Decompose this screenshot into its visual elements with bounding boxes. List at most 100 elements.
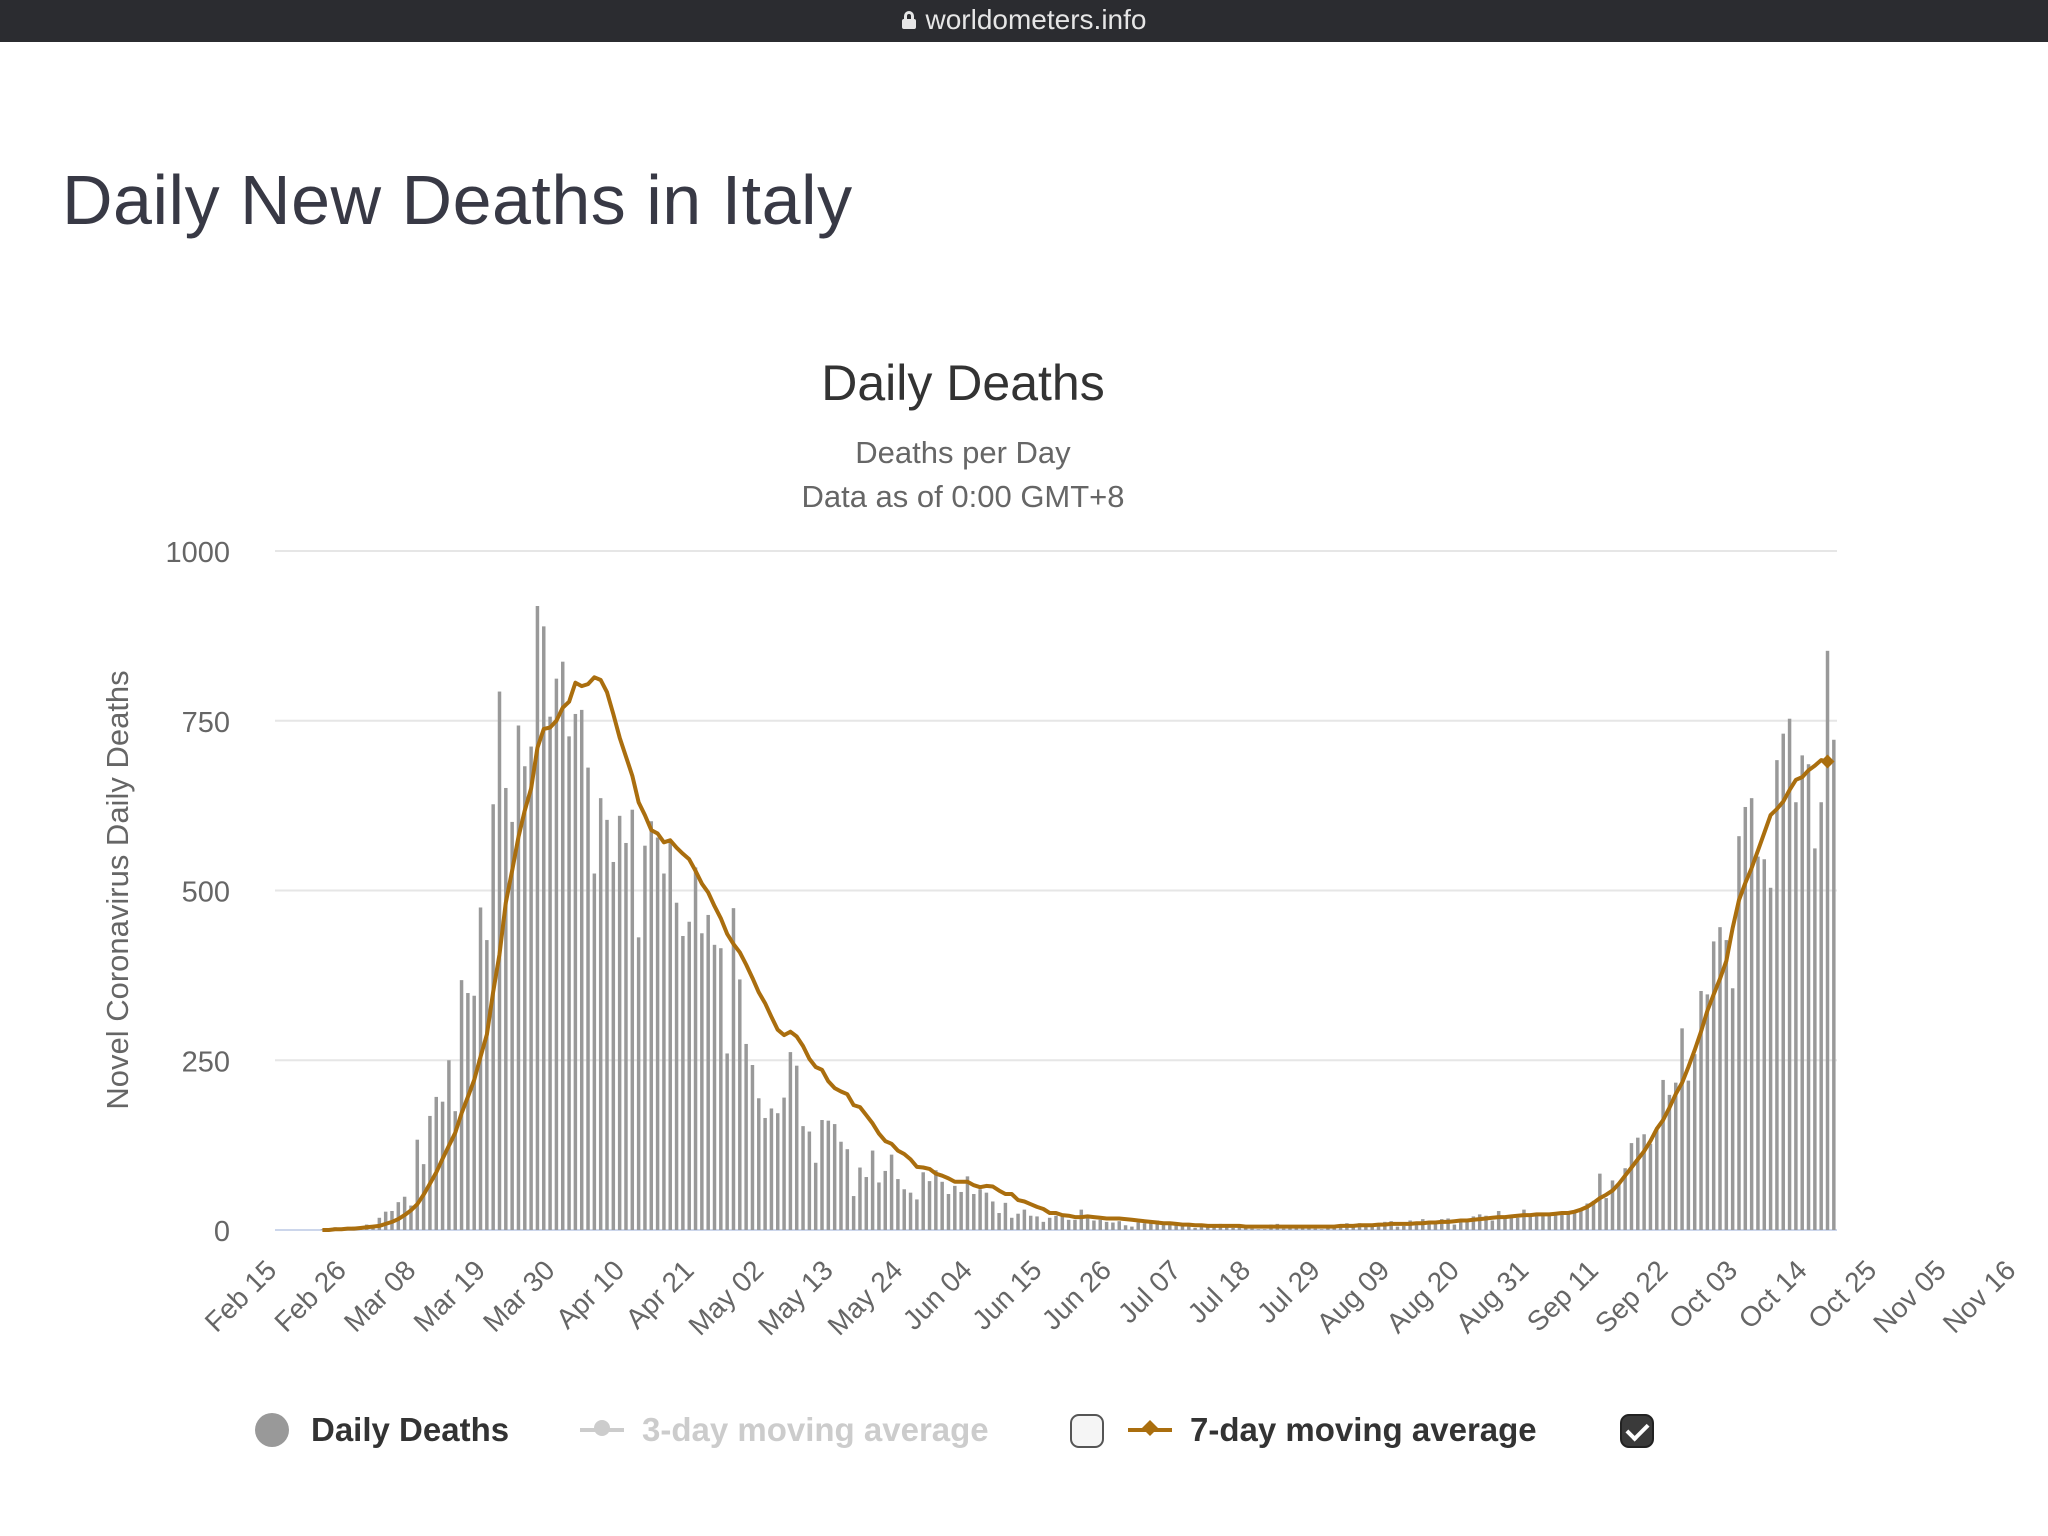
bar[interactable] xyxy=(428,1115,432,1230)
bar[interactable] xyxy=(1477,1214,1482,1230)
bar[interactable] xyxy=(1541,1215,1545,1230)
bar[interactable] xyxy=(972,1194,976,1230)
bar[interactable] xyxy=(1351,1226,1355,1230)
bar[interactable] xyxy=(1547,1214,1552,1230)
bar[interactable] xyxy=(1465,1219,1469,1230)
bar[interactable] xyxy=(611,861,616,1230)
bar[interactable] xyxy=(978,1189,982,1230)
bar[interactable] xyxy=(1231,1227,1235,1230)
bar[interactable] xyxy=(592,873,597,1230)
bar[interactable] xyxy=(529,746,533,1230)
bar[interactable] xyxy=(674,902,679,1230)
bar[interactable] xyxy=(466,993,470,1230)
bar[interactable] xyxy=(491,804,495,1230)
bar[interactable] xyxy=(1718,927,1722,1230)
bar[interactable] xyxy=(738,979,742,1230)
bar[interactable] xyxy=(1016,1213,1020,1230)
bar[interactable] xyxy=(434,1096,438,1230)
bar[interactable] xyxy=(1572,1210,1577,1230)
url-display[interactable]: worldometers.info xyxy=(901,4,1146,42)
bar[interactable] xyxy=(1199,1224,1204,1230)
bar[interactable] xyxy=(409,1205,413,1230)
bar[interactable] xyxy=(1123,1225,1128,1230)
bar[interactable] xyxy=(782,1097,786,1230)
bar[interactable] xyxy=(934,1170,938,1230)
bar[interactable] xyxy=(813,1162,818,1230)
bar[interactable] xyxy=(744,1043,748,1230)
bar[interactable] xyxy=(1711,941,1716,1230)
bar[interactable] xyxy=(794,1065,799,1230)
bar[interactable] xyxy=(1085,1216,1090,1230)
bar[interactable] xyxy=(769,1108,774,1230)
bar[interactable] xyxy=(1762,859,1767,1230)
bar[interactable] xyxy=(997,1213,1001,1230)
bar[interactable] xyxy=(1440,1219,1444,1230)
bar[interactable] xyxy=(1775,760,1779,1230)
bar[interactable] xyxy=(655,837,660,1230)
bar[interactable] xyxy=(731,908,736,1230)
bar[interactable] xyxy=(453,1111,457,1230)
bar[interactable] xyxy=(1623,1168,1627,1230)
bar[interactable] xyxy=(1307,1227,1311,1230)
bar[interactable] xyxy=(864,1177,869,1230)
bar[interactable] xyxy=(510,821,514,1230)
bar[interactable] xyxy=(478,907,483,1230)
bar[interactable] xyxy=(1155,1220,1159,1230)
bar[interactable] xyxy=(1174,1224,1178,1230)
bar[interactable] xyxy=(1256,1229,1261,1230)
bar[interactable] xyxy=(1598,1173,1602,1230)
bar[interactable] xyxy=(908,1192,913,1230)
bar[interactable] xyxy=(1756,856,1760,1230)
bar[interactable] xyxy=(630,809,635,1230)
bar[interactable] xyxy=(605,819,609,1230)
bar[interactable] xyxy=(1168,1221,1172,1230)
bar[interactable] xyxy=(750,1065,755,1230)
bar[interactable] xyxy=(1446,1218,1450,1230)
bar[interactable] xyxy=(1319,1229,1324,1230)
bar[interactable] xyxy=(1636,1137,1640,1230)
bar[interactable] xyxy=(1458,1220,1463,1230)
bar[interactable] xyxy=(870,1150,875,1230)
bar[interactable] xyxy=(1674,1082,1678,1230)
bar[interactable] xyxy=(1149,1220,1153,1230)
series-end-marker[interactable] xyxy=(1820,754,1835,769)
bar[interactable] xyxy=(1117,1221,1121,1230)
bar[interactable] xyxy=(820,1120,824,1230)
bar[interactable] xyxy=(991,1201,995,1230)
bar[interactable] xyxy=(858,1167,862,1230)
bar[interactable] xyxy=(1800,755,1804,1230)
bar[interactable] xyxy=(1813,848,1817,1230)
bar[interactable] xyxy=(1092,1220,1096,1230)
bar[interactable] xyxy=(1585,1203,1589,1230)
bar[interactable] xyxy=(1705,994,1710,1230)
bar[interactable] xyxy=(668,839,672,1230)
bar[interactable] xyxy=(757,1098,761,1230)
bar[interactable] xyxy=(1433,1221,1438,1230)
bar[interactable] xyxy=(649,821,654,1230)
bar[interactable] xyxy=(485,940,489,1230)
bar[interactable] xyxy=(687,921,691,1230)
bar[interactable] xyxy=(1730,988,1735,1230)
bar[interactable] xyxy=(1522,1209,1526,1230)
bar[interactable] xyxy=(1699,990,1703,1230)
bar[interactable] xyxy=(1680,1028,1684,1230)
bar[interactable] xyxy=(662,873,666,1230)
bar[interactable] xyxy=(1484,1215,1488,1230)
bar[interactable] xyxy=(1364,1225,1368,1230)
series-line-7-day-average[interactable] xyxy=(322,675,1828,1232)
bar[interactable] xyxy=(1187,1223,1191,1230)
bar[interactable] xyxy=(1427,1221,1431,1230)
bar[interactable] xyxy=(1028,1215,1033,1230)
bar[interactable] xyxy=(586,767,590,1230)
bar[interactable] xyxy=(1629,1143,1634,1230)
bar[interactable] xyxy=(1471,1216,1476,1230)
bar[interactable] xyxy=(1452,1224,1457,1230)
bar[interactable] xyxy=(889,1154,894,1230)
bar[interactable] xyxy=(953,1185,957,1230)
bar[interactable] xyxy=(415,1139,420,1230)
bar[interactable] xyxy=(1496,1210,1501,1230)
checkbox-3-day-average[interactable] xyxy=(1070,1414,1104,1448)
bar[interactable] xyxy=(1073,1219,1077,1230)
bar[interactable] xyxy=(883,1170,887,1230)
bar[interactable] xyxy=(1225,1226,1229,1230)
